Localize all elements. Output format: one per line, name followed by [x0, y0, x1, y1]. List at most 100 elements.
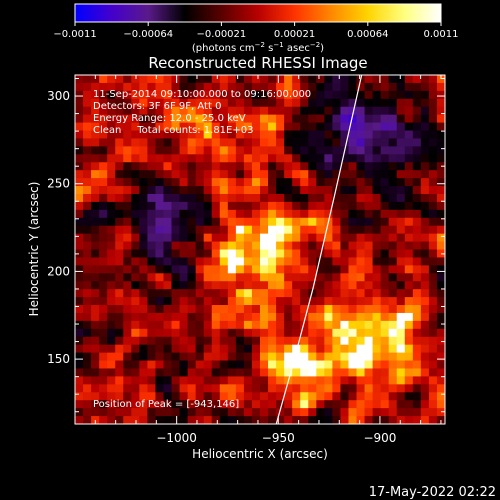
heatmap-cell — [412, 114, 422, 123]
heatmap-cell — [163, 114, 172, 123]
heatmap-cell — [380, 154, 390, 163]
heatmap-cell — [292, 201, 301, 211]
heatmap-cell — [107, 241, 116, 250]
heatmap-cell — [99, 281, 108, 290]
heatmap-cell — [251, 114, 261, 123]
heatmap-cell — [91, 289, 100, 298]
heatmap-cell — [171, 265, 180, 274]
heatmap-cell — [195, 249, 205, 258]
heatmap-cell — [203, 320, 213, 330]
heatmap-cell — [404, 297, 414, 306]
heatmap-cell — [300, 416, 309, 424]
heatmap-cell — [219, 75, 229, 84]
heatmap-cell — [356, 249, 365, 258]
heatmap-cell — [179, 82, 189, 92]
heatmap-cell — [348, 170, 357, 179]
heatmap-cell — [308, 368, 317, 377]
heatmap-cell — [123, 257, 132, 266]
heatmap-cell — [420, 90, 430, 100]
heatmap-cell — [147, 209, 156, 219]
heatmap-cell — [380, 170, 390, 179]
heatmap-cell — [179, 225, 189, 235]
heatmap-cell — [348, 392, 357, 401]
heatmap-cell — [420, 146, 430, 155]
heatmap-cell — [171, 75, 180, 84]
heatmap-cell — [171, 305, 180, 314]
heatmap-cell — [340, 209, 349, 219]
heatmap-cell — [131, 201, 140, 211]
heatmap-cell — [123, 114, 132, 123]
heatmap-cell — [348, 297, 357, 306]
heatmap-cell — [276, 368, 285, 377]
heatmap-cell — [380, 186, 390, 195]
heatmap-cell — [284, 336, 293, 346]
heatmap-cell — [139, 281, 148, 290]
heatmap-cell — [436, 297, 445, 306]
heatmap-cell — [396, 225, 406, 235]
heatmap-cell — [123, 201, 132, 211]
heatmap-cell — [211, 400, 221, 409]
heatmap-cell — [348, 122, 357, 131]
heatmap-cell — [227, 75, 237, 84]
heatmap-cell — [187, 138, 197, 147]
heatmap-cell — [219, 138, 229, 147]
heatmap-cell — [372, 328, 382, 338]
heatmap-cell — [412, 233, 422, 242]
heatmap-cell — [324, 297, 333, 306]
heatmap-cell — [155, 305, 164, 314]
heatmap-cell — [115, 146, 124, 155]
heatmap-cell — [251, 249, 261, 258]
heatmap-cell — [131, 178, 140, 187]
heatmap-cell — [147, 289, 156, 298]
heatmap-cell — [404, 82, 414, 92]
heatmap-cell — [324, 344, 333, 354]
heatmap-cell — [364, 178, 374, 187]
heatmap-cell — [396, 154, 406, 163]
heatmap-cell — [396, 193, 406, 203]
heatmap-cell — [268, 249, 277, 258]
heatmap-cell — [332, 289, 341, 298]
heatmap-cell — [219, 376, 229, 385]
heatmap-cell — [372, 98, 382, 108]
heatmap-cell — [139, 106, 148, 116]
heatmap-cell — [155, 376, 164, 385]
heatmap-cell — [211, 75, 221, 84]
heatmap-cell — [235, 320, 245, 330]
heatmap-cell — [75, 122, 84, 131]
heatmap-cell — [268, 305, 277, 314]
heatmap-cell — [380, 106, 390, 116]
heatmap-cell — [260, 130, 269, 139]
heatmap-cell — [300, 178, 309, 187]
heatmap-cell — [412, 352, 422, 361]
heatmap-cell — [268, 170, 277, 179]
heatmap-cell — [187, 336, 197, 346]
heatmap-cell — [412, 408, 422, 417]
heatmap-cell — [332, 154, 341, 163]
heatmap-cell — [83, 162, 92, 171]
heatmap-cell — [195, 289, 205, 298]
heatmap-cell — [219, 289, 229, 298]
heatmap-cell — [243, 241, 253, 250]
heatmap-cell — [268, 178, 277, 187]
heatmap-cell — [187, 186, 197, 195]
heatmap-cell — [195, 400, 205, 409]
heatmap-cell — [171, 384, 180, 393]
heatmap-cell — [420, 352, 430, 361]
heatmap-cell — [187, 257, 197, 266]
heatmap-cell — [284, 344, 293, 354]
heatmap-cell — [179, 241, 189, 250]
heatmap-cell — [412, 328, 422, 338]
heatmap-cell — [251, 392, 261, 401]
heatmap-cell — [107, 106, 116, 116]
heatmap-cell — [332, 193, 341, 203]
heatmap-cell — [83, 170, 92, 179]
heatmap-cell — [372, 336, 382, 346]
heatmap-cell — [380, 328, 390, 338]
heatmap-cell — [428, 138, 438, 147]
heatmap-cell — [404, 400, 414, 409]
colorbar-ticks: −0.0011 −0.00064 −0.00021 0.00021 0.00064 0.0… — [53, 22, 459, 40]
heatmap-cell — [235, 360, 245, 369]
heatmap-cell — [195, 138, 205, 147]
heatmap-cell — [388, 376, 398, 385]
